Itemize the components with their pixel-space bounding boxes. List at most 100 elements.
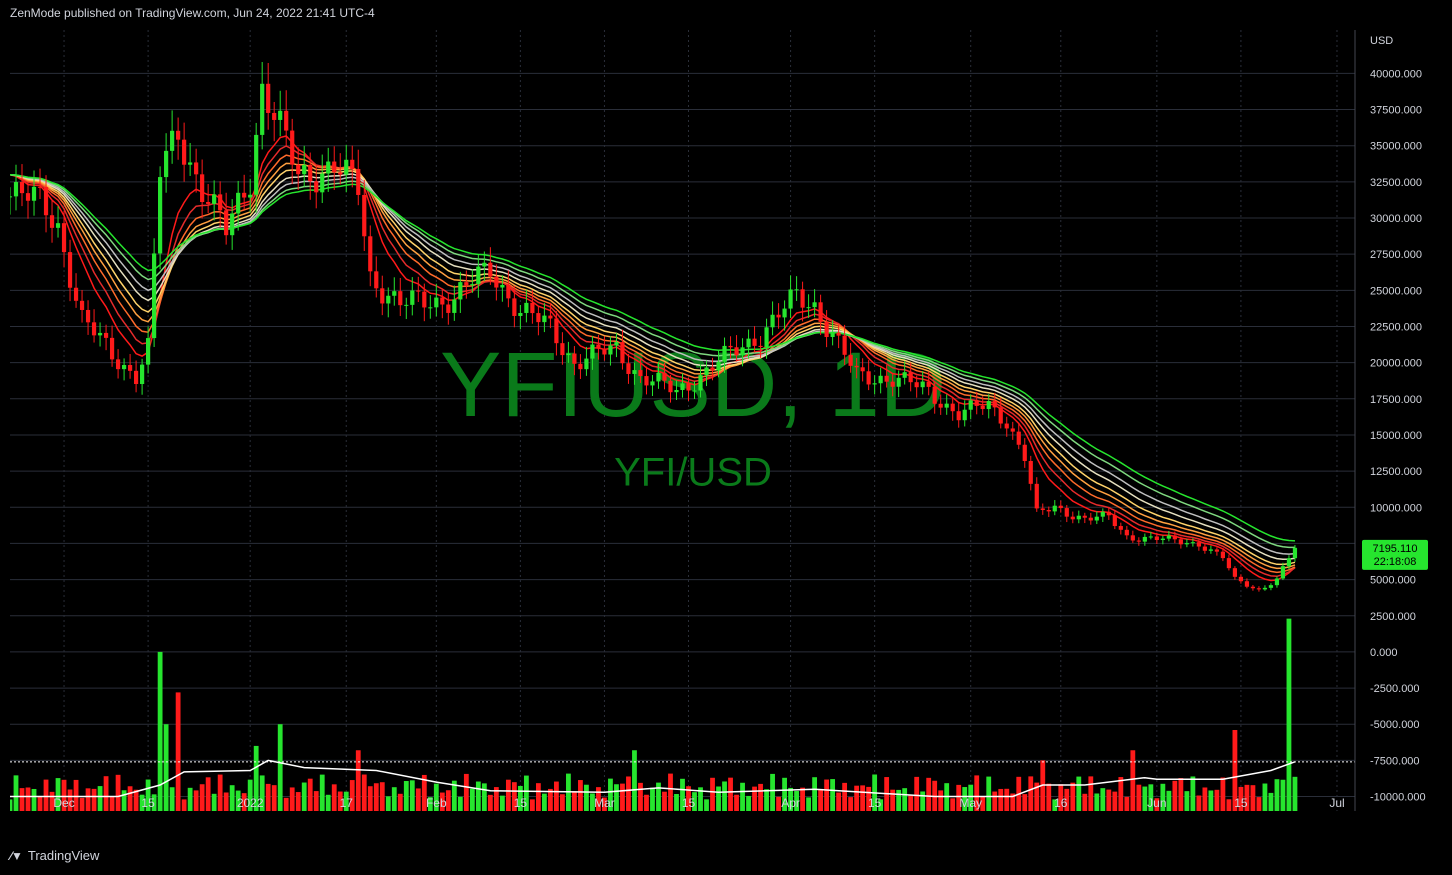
volume-bar xyxy=(499,795,505,811)
volume-bar xyxy=(1058,784,1064,811)
volume-bar xyxy=(1250,785,1256,811)
volume-bar xyxy=(127,786,133,811)
x-tick-label: 17 xyxy=(340,796,354,810)
candle-body xyxy=(1112,515,1117,527)
y-axis-unit: USD xyxy=(1370,35,1393,47)
candle-body xyxy=(998,407,1003,424)
volume-bar xyxy=(578,780,583,811)
candle-body xyxy=(632,370,637,374)
candle-body xyxy=(1202,546,1207,551)
candle-body xyxy=(1178,539,1183,545)
volume-bar xyxy=(415,788,421,811)
volume-bar xyxy=(1274,779,1280,811)
volume-bar xyxy=(427,797,433,811)
publish-info: ZenMode published on TradingView.com, Ju… xyxy=(10,6,375,20)
candle-body xyxy=(800,289,805,308)
candle-body xyxy=(218,194,223,211)
candle-body xyxy=(1268,585,1274,588)
candle-body xyxy=(884,375,889,382)
y-tick-label: -10000.000 xyxy=(1370,792,1426,804)
volume-bar xyxy=(608,778,613,811)
candle-body xyxy=(1142,536,1147,542)
candle-body xyxy=(320,173,325,193)
candle-body xyxy=(782,308,787,318)
volume-bar xyxy=(938,790,944,811)
volume-bar xyxy=(421,774,427,811)
candle-body xyxy=(55,223,61,228)
candle-body xyxy=(85,309,91,323)
candle-body xyxy=(1292,547,1298,559)
volume-bar xyxy=(277,724,283,811)
chart-svg[interactable]: YFIUSD, 1DYFI/USDUSD40000.00037500.00035… xyxy=(10,30,1452,811)
candle-body xyxy=(434,297,439,308)
candle-body xyxy=(1100,511,1105,517)
volume-bar xyxy=(758,783,763,811)
candle-body xyxy=(848,354,853,366)
volume-bar xyxy=(1118,777,1124,811)
volume-bar xyxy=(1280,779,1286,811)
volume-bar xyxy=(1028,776,1034,811)
candle-body xyxy=(746,338,751,348)
volume-bar xyxy=(301,782,307,811)
volume-bar xyxy=(992,791,998,811)
tradingview-footer[interactable]: ⁄▼ TradingView xyxy=(10,848,99,863)
candle-body xyxy=(1034,483,1039,509)
volume-bar xyxy=(842,782,848,811)
x-tick-label: 15 xyxy=(141,796,155,810)
volume-bar xyxy=(265,783,271,811)
chart-area[interactable]: YFIUSD, 1D YFI/USD USD 40000.000 37500.000 35… xyxy=(10,30,1452,811)
candle-body xyxy=(308,164,313,182)
volume-bar xyxy=(764,789,769,811)
candle-body xyxy=(121,364,127,370)
volume-bar xyxy=(1148,784,1154,811)
candle-body xyxy=(638,370,643,377)
candle-body xyxy=(440,297,445,305)
candle-body xyxy=(932,386,937,404)
candle-body xyxy=(170,130,175,151)
candle-body xyxy=(284,110,289,131)
volume-bar xyxy=(211,793,217,811)
candle-body xyxy=(1046,510,1051,512)
candle-body xyxy=(722,345,727,362)
candle-body xyxy=(398,291,403,306)
y-tick-label: 2500.000 xyxy=(1370,611,1416,623)
candle-body xyxy=(13,182,19,197)
candle-body xyxy=(908,372,913,383)
candle-body xyxy=(842,335,847,355)
y-tick-label: 40000.000 xyxy=(1370,68,1422,80)
candle-body xyxy=(344,159,349,175)
volume-bar xyxy=(1094,793,1100,811)
volume-bar xyxy=(481,783,487,811)
volume-bar xyxy=(554,781,559,811)
volume-bar xyxy=(1160,783,1166,811)
ema-line-ema-2 xyxy=(10,145,1296,578)
candle-body xyxy=(139,364,145,385)
candle-body xyxy=(368,236,373,272)
candle-body xyxy=(692,390,697,392)
volume-bar xyxy=(710,777,715,811)
candle-body xyxy=(500,284,505,288)
volume-bar xyxy=(109,796,115,811)
volume-bar xyxy=(475,781,481,811)
candle-body xyxy=(944,403,949,408)
volume-bar xyxy=(1262,783,1268,811)
volume-bar xyxy=(463,773,469,811)
volume-bar xyxy=(1166,790,1172,811)
volume-bar xyxy=(806,797,811,811)
volume-bar xyxy=(1244,784,1250,811)
volume-bar xyxy=(367,786,373,811)
candle-body xyxy=(920,381,925,388)
candle-body xyxy=(91,322,97,336)
candle-body xyxy=(49,215,55,228)
volume-bar xyxy=(836,792,842,811)
candle-body xyxy=(806,307,811,309)
candle-body xyxy=(422,291,427,308)
volume-bar xyxy=(734,794,739,811)
volume-bar xyxy=(1034,782,1040,811)
candle-body xyxy=(278,110,283,120)
volume-bar xyxy=(1046,783,1052,811)
candle-body xyxy=(1220,551,1226,559)
volume-bar xyxy=(235,790,241,811)
candle-body xyxy=(836,332,841,336)
volume-bar xyxy=(511,782,517,811)
